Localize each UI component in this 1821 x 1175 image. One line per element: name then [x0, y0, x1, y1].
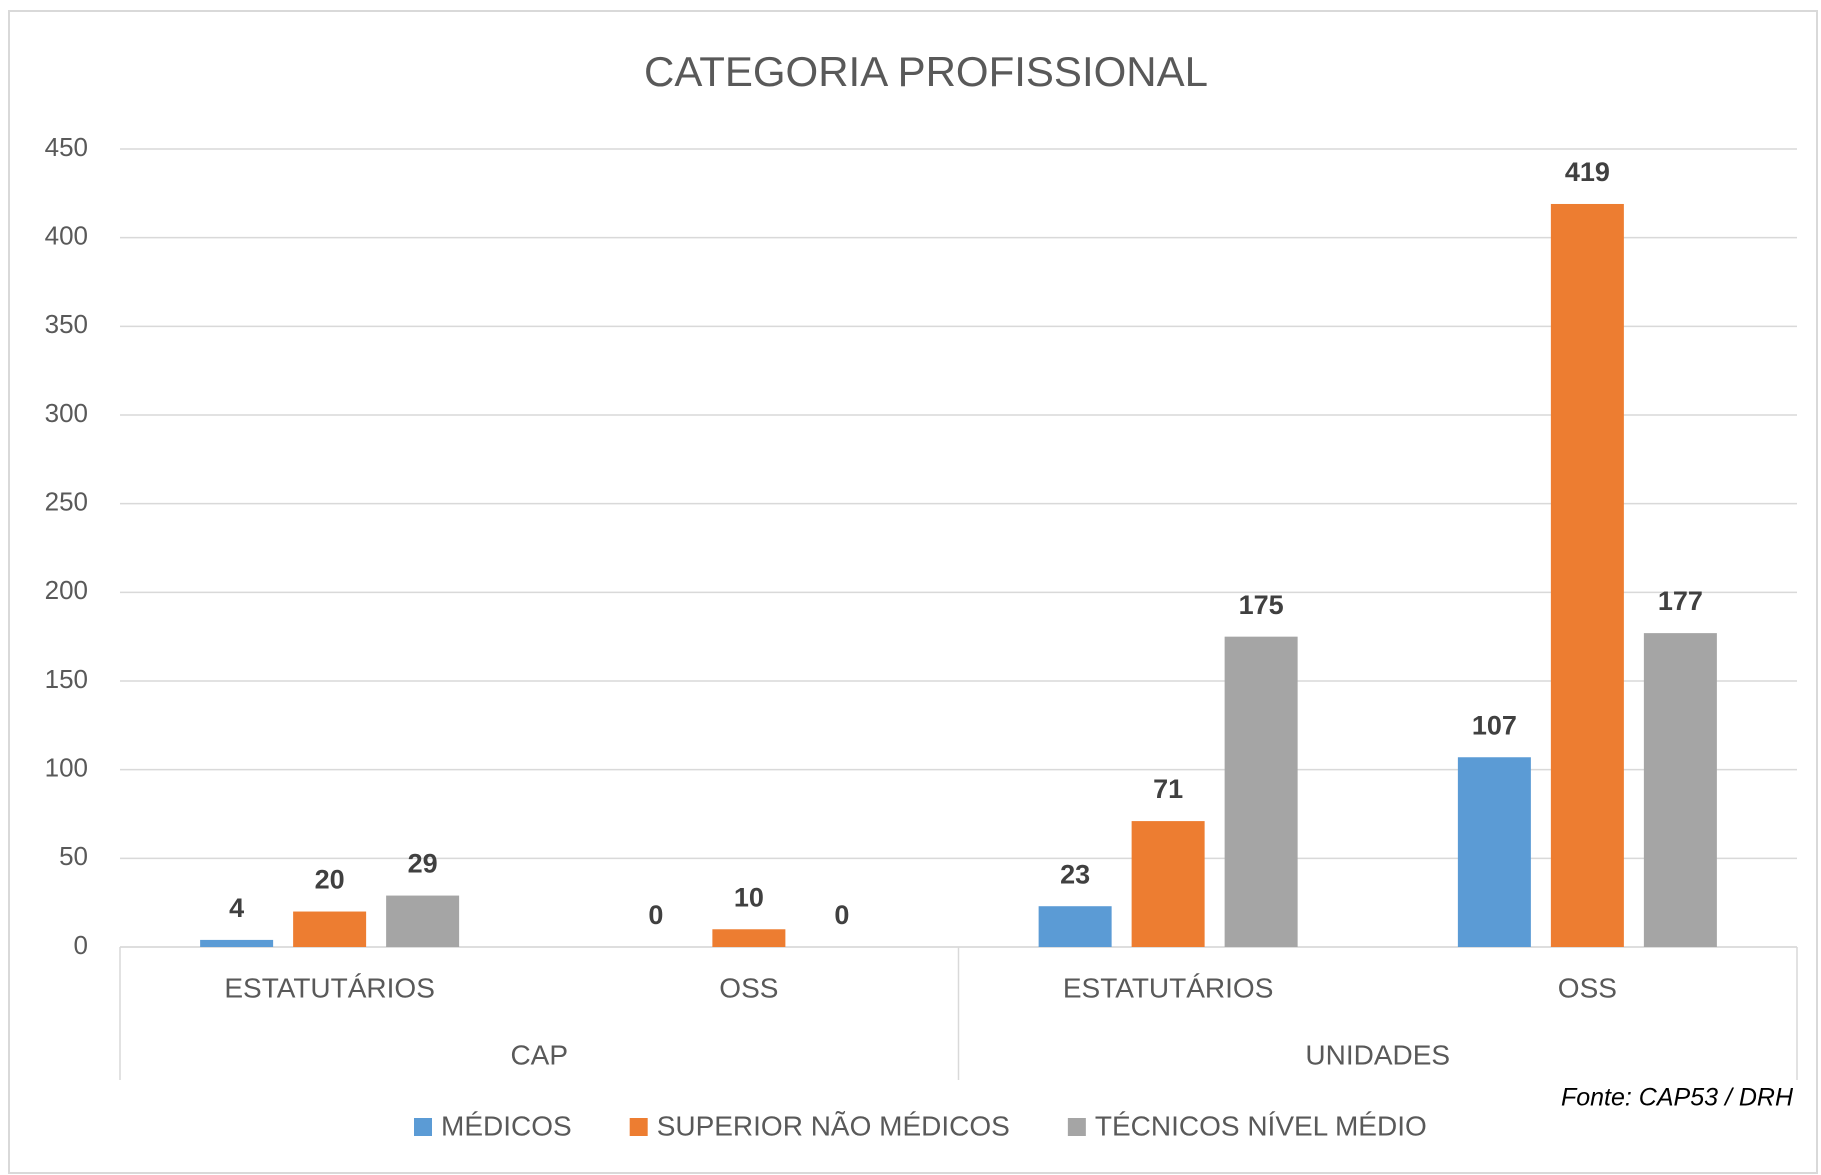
legend-swatch	[414, 1118, 432, 1136]
x-tick-label: OSS	[719, 972, 778, 1003]
bar	[1131, 821, 1205, 947]
bar	[1550, 203, 1624, 947]
legend-label: SUPERIOR NÃO MÉDICOS	[657, 1110, 1010, 1141]
bar	[386, 895, 460, 947]
x-tick-label: ESTATUTÁRIOS	[224, 972, 435, 1003]
data-label: 23	[1060, 859, 1090, 889]
y-tick-label: 300	[45, 398, 88, 428]
data-label: 0	[648, 900, 663, 930]
data-label: 175	[1239, 590, 1284, 620]
bar	[712, 929, 786, 947]
legend-label: MÉDICOS	[441, 1110, 572, 1141]
bar	[200, 939, 274, 947]
source-note: Fonte: CAP53 / DRH	[1561, 1084, 1794, 1112]
data-label: 20	[315, 865, 345, 895]
legend-swatch	[629, 1118, 648, 1136]
y-tick-label: 400	[45, 221, 88, 251]
legend-swatch	[1067, 1118, 1086, 1136]
x-tick-label: OSS	[1558, 972, 1617, 1003]
chart-title: CATEGORIA PROFISSIONAL	[644, 48, 1208, 95]
data-label: 29	[408, 849, 438, 879]
bar	[1038, 906, 1112, 947]
bar	[293, 911, 367, 947]
data-label: 107	[1472, 710, 1517, 740]
y-tick-label: 150	[45, 664, 88, 694]
x-tick-label: ESTATUTÁRIOS	[1063, 972, 1274, 1003]
y-tick-label: 0	[74, 930, 88, 960]
data-label: 71	[1153, 774, 1183, 804]
legend-label: TÉCNICOS NÍVEL MÉDIO	[1095, 1110, 1427, 1141]
data-label: 419	[1565, 157, 1610, 187]
data-label: 0	[834, 900, 849, 930]
y-tick-label: 350	[45, 309, 88, 339]
group-label: CAP	[510, 1039, 568, 1070]
y-tick-label: 450	[45, 132, 88, 162]
y-tick-label: 50	[59, 841, 88, 871]
bar	[1643, 633, 1717, 947]
data-label: 10	[734, 882, 764, 912]
data-label: 177	[1658, 586, 1703, 616]
group-label: UNIDADES	[1305, 1039, 1450, 1070]
data-label: 4	[229, 893, 244, 923]
y-tick-label: 200	[45, 575, 88, 605]
y-tick-label: 100	[45, 753, 88, 783]
bar	[1224, 636, 1298, 947]
y-tick-label: 250	[45, 487, 88, 517]
bar	[1457, 757, 1531, 947]
